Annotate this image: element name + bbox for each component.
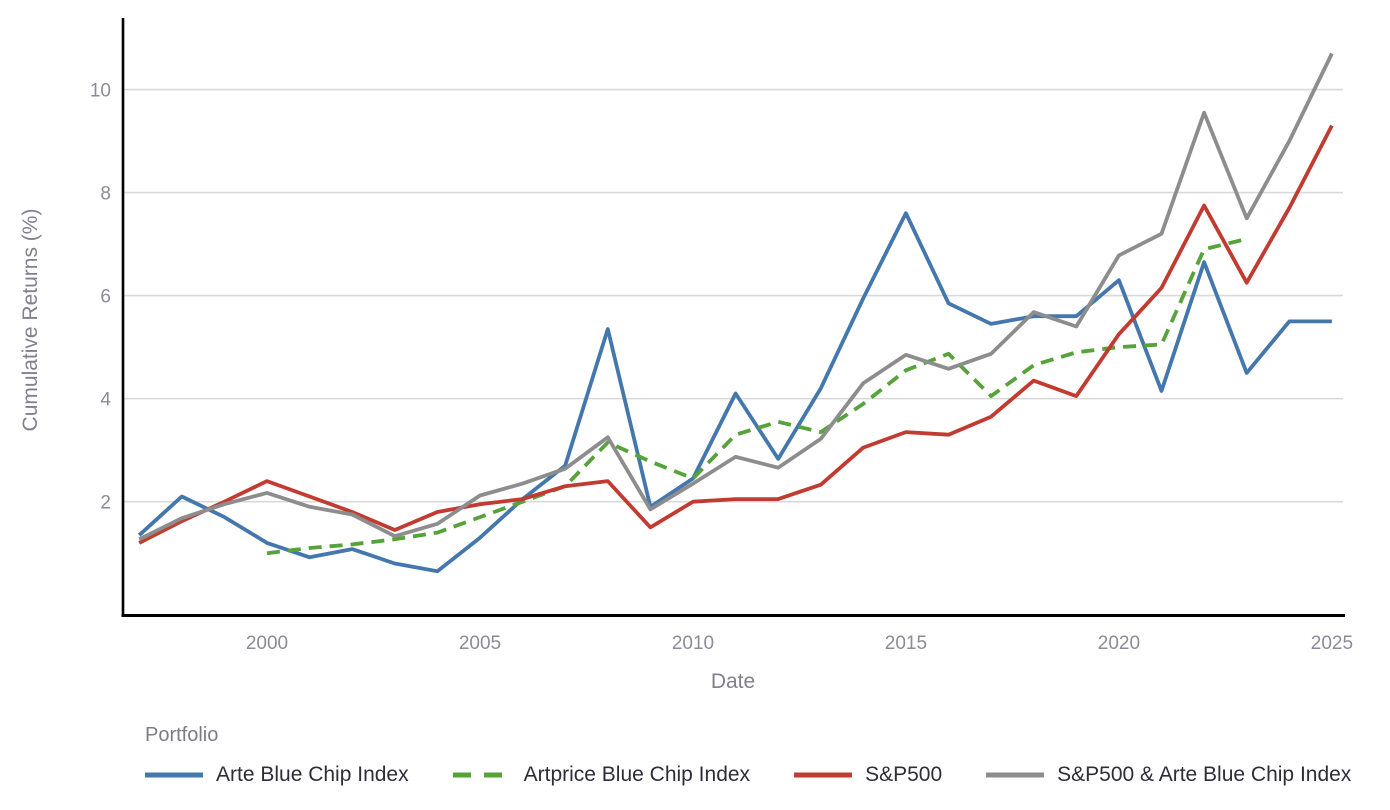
series-line-s-p500-arte-blue-chip-index (138, 52, 1334, 542)
x-tick-label-2025: 2025 (1311, 633, 1353, 654)
legend-swatch-arte-blue-chip-index (145, 772, 203, 778)
legend: Portfolio Arte Blue Chip Index Artprice B… (145, 724, 1351, 787)
legend-item-artprice-blue-chip-index: Artprice Blue Chip Index (452, 763, 751, 787)
y-axis-label: Cumulative Returns (%) (19, 208, 42, 432)
x-tick-label-2005: 2005 (459, 633, 501, 654)
series-line-arte-blue-chip-index (137, 211, 1332, 574)
legend-item-s-p500: S&P500 (794, 763, 942, 787)
y-tick-label-10: 10 (90, 81, 111, 102)
legend-swatch-s-p500-arte-blue-chip-index (986, 772, 1045, 778)
x-axis-label: Date (710, 670, 756, 693)
x-tick-label-2010: 2010 (672, 633, 714, 654)
y-tick-label-4: 4 (100, 390, 111, 411)
x-tick-label-2015: 2015 (885, 633, 927, 654)
legend-title: Portfolio (145, 724, 219, 746)
y-tick-label-8: 8 (100, 184, 111, 205)
series-line-artprice-blue-chip-index (266, 237, 1248, 556)
y-tick-label-6: 6 (100, 287, 111, 308)
legend-swatch-artprice-blue-chip-index (452, 772, 511, 778)
legend-label-arte-blue-chip-index: Arte Blue Chip Index (216, 763, 409, 786)
x-tick-label-2000: 2000 (246, 633, 288, 654)
legend-label-artprice-blue-chip-index: Artprice Blue Chip Index (523, 763, 751, 786)
legend-label-s-p500: S&P500 (865, 763, 943, 786)
legend-item-s-p500-arte-blue-chip-index: S&P500 & Arte Blue Chip Index (986, 763, 1351, 787)
legend-swatch-s-p500 (794, 772, 853, 778)
series-line-s-p500 (138, 124, 1334, 545)
legend-item-arte-blue-chip-index: Arte Blue Chip Index (145, 763, 409, 787)
legend-items: Arte Blue Chip Index Artprice Blue Chip I… (145, 763, 1351, 787)
x-tick-label-2020: 2020 (1098, 633, 1140, 654)
legend-label-s-p500-arte-blue-chip-index: S&P500 & Arte Blue Chip Index (1057, 763, 1352, 786)
y-tick-label-2: 2 (100, 493, 111, 514)
